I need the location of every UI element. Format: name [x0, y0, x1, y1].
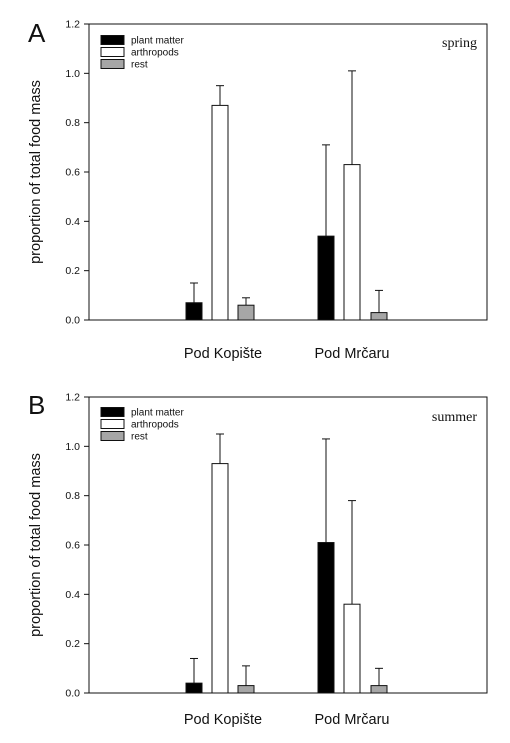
bar-arthropods-2 — [343, 603, 361, 694]
y-tick-label: 0.2 — [65, 638, 80, 650]
y-tick-label: 1.0 — [65, 68, 80, 80]
bar-plant-matter-1 — [185, 682, 203, 694]
bar-arthropods-2 — [343, 164, 361, 321]
bar-plant-matter-1 — [185, 302, 203, 321]
y-tick-label: 0.6 — [65, 540, 80, 552]
bar-rest-2 — [370, 312, 388, 321]
y-axis-label: proportion of total food mass — [28, 453, 44, 637]
legend-label: rest — [131, 432, 148, 443]
y-tick-label: 0.8 — [65, 490, 80, 502]
y-tick-label: 1.2 — [65, 19, 80, 31]
y-tick-label: 1.2 — [65, 392, 80, 404]
x-category-label: Pod Kopište — [184, 712, 262, 728]
legend-swatch — [100, 419, 125, 429]
bar-rest-2 — [370, 685, 388, 694]
legend-label: plant matter — [131, 36, 184, 47]
legend-swatch — [100, 35, 125, 45]
bar-plant-matter-2 — [317, 542, 335, 694]
plot-frame — [88, 23, 488, 321]
legend-swatch — [100, 407, 125, 417]
legend-label: rest — [131, 60, 148, 71]
y-tick-label: 0.4 — [65, 589, 80, 601]
y-tick-label: 0.0 — [65, 688, 80, 700]
y-tick-label: 0.4 — [65, 216, 80, 228]
bar-plant-matter-2 — [317, 235, 335, 321]
legend-swatch — [100, 59, 125, 69]
bar-rest-1 — [237, 685, 255, 694]
legend-swatch — [100, 47, 125, 57]
y-tick-label: 0.0 — [65, 315, 80, 327]
x-category-label: Pod Mrčaru — [315, 712, 390, 728]
legend-swatch — [100, 431, 125, 441]
panel-letter: B — [28, 390, 45, 420]
bar-rest-1 — [237, 304, 255, 321]
season-annotation: summer — [432, 410, 477, 425]
y-tick-label: 0.6 — [65, 167, 80, 179]
bar-arthropods-1 — [211, 463, 229, 694]
x-category-label: Pod Kopište — [184, 346, 262, 362]
y-tick-label: 1.0 — [65, 441, 80, 453]
panel-letter: A — [28, 18, 46, 48]
season-annotation: spring — [442, 36, 477, 51]
legend-label: arthropods — [131, 420, 179, 431]
y-tick-label: 0.8 — [65, 117, 80, 129]
bar-arthropods-1 — [211, 104, 229, 321]
y-axis-label: proportion of total food mass — [28, 80, 44, 264]
plot-frame — [88, 396, 488, 694]
legend-label: arthropods — [131, 48, 179, 59]
legend-label: plant matter — [131, 408, 184, 419]
x-category-label: Pod Mrčaru — [315, 346, 390, 362]
y-tick-label: 0.2 — [65, 265, 80, 277]
